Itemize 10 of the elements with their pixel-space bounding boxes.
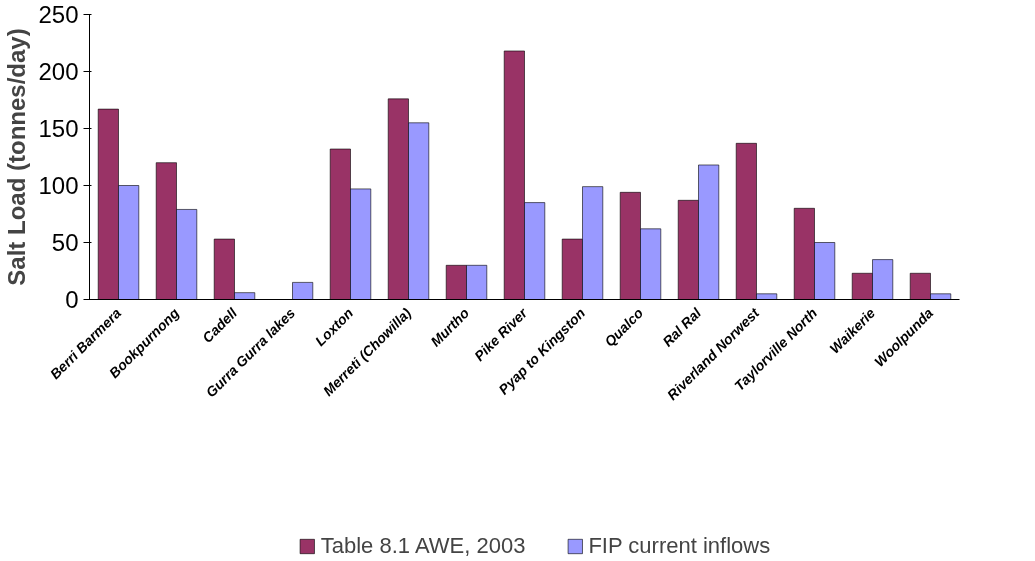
legend-label: FIP current inflows [588,533,771,560]
y-tick-label: 150 [38,115,79,142]
legend-label: Table 8.1 AWE, 2003 [320,533,526,560]
y-tick-label: 100 [38,172,79,199]
y-tick-label: 50 [51,229,79,256]
y-tick-label: 0 [65,286,79,313]
y-tick-label: 200 [38,58,79,85]
y-axis-title: Salt Load (tonnes/day) [3,28,31,286]
x-tick-label: Ral Ral [659,304,705,350]
y-tick-label: 250 [38,1,79,28]
